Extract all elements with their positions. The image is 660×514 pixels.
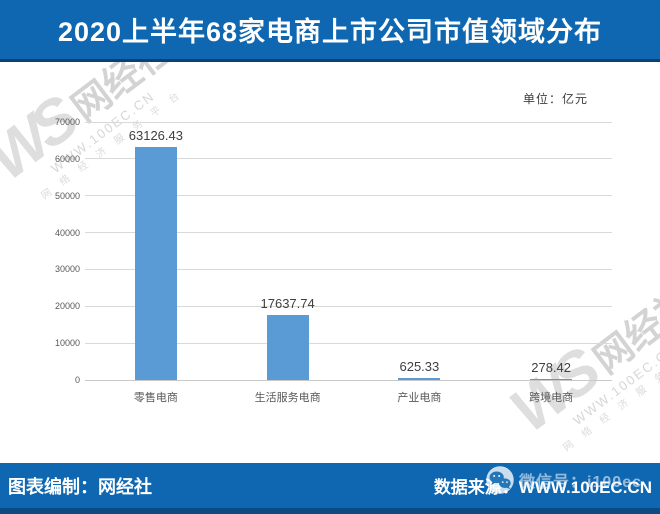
chart-credit-label: 图表编制：网经社 <box>8 476 152 497</box>
y-axis-tick-label: 40000 <box>54 227 80 238</box>
footer-banner: 图表编制：网经社 数据来源：WWW.100EC.CN 微信号：i100ec <box>0 463 660 514</box>
gridline <box>85 158 612 160</box>
bar-value-label: 278.42 <box>531 359 571 375</box>
bar-value-label: 625.33 <box>399 358 440 374</box>
y-axis-tick-label: 60000 <box>54 153 80 164</box>
x-axis-category-label: 产业电商 <box>397 392 442 404</box>
bar-value-label: 17637.74 <box>260 295 315 311</box>
gridline <box>85 342 612 344</box>
gridline <box>85 121 612 123</box>
unit-label: 单位：亿元 <box>522 92 588 106</box>
title-banner: 2020上半年68家电商上市公司市值领域分布 <box>0 0 660 62</box>
x-axis-category-label: 生活服务电商 <box>254 392 321 404</box>
x-axis-category-label: 跨境电商 <box>529 392 574 404</box>
bar <box>530 378 573 380</box>
bar-value-label: 63126.43 <box>128 128 183 144</box>
y-axis-tick-label: 70000 <box>54 117 80 127</box>
gridline <box>85 195 612 197</box>
x-axis-category-label: 零售电商 <box>133 392 178 404</box>
gridline <box>85 268 612 270</box>
gridline <box>85 305 612 307</box>
bar <box>398 377 441 380</box>
bar <box>266 314 309 380</box>
bar <box>134 147 177 380</box>
y-axis-tick-label: 10000 <box>54 338 80 349</box>
gridline <box>85 232 612 234</box>
y-axis-tick-label: 30000 <box>54 264 80 275</box>
y-axis-tick-label: 50000 <box>54 190 80 201</box>
watermark-brand-text: 网经社 <box>64 62 182 131</box>
y-axis-tick-label: 20000 <box>54 301 80 312</box>
page-title: 2020上半年68家电商上市公司市值领域分布 <box>57 17 603 47</box>
watermark-logo-icon: WS <box>0 86 87 194</box>
gridline <box>85 379 612 381</box>
chart-region: WS 网经社 WWW.100EC.CN 网 络 经 济 服 务 平 台 WS 网… <box>0 62 660 463</box>
plot-area: 63126.43 17637.74 625.33 278.42 <box>85 121 612 381</box>
data-source-label: 数据来源：WWW.100EC.CN <box>433 478 652 497</box>
y-axis-tick-label: 0 <box>74 375 80 385</box>
